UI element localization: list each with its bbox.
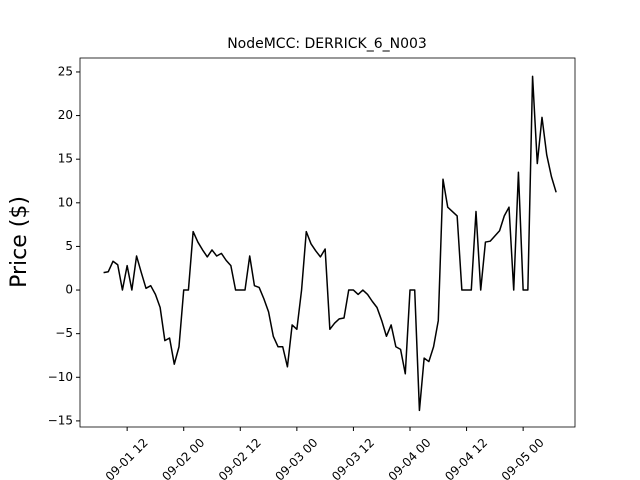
chart-title: NodeMCC: DERRICK_6_N003 — [227, 36, 427, 52]
y-tick-label: 20 — [58, 108, 73, 122]
y-tick-label: 0 — [65, 283, 73, 297]
y-tick-label: 5 — [65, 239, 73, 253]
y-tick-label: −10 — [48, 370, 73, 384]
plot-frame — [79, 57, 576, 428]
y-tick-label: 15 — [58, 152, 73, 166]
y-tick-label: 25 — [58, 64, 73, 78]
line — [103, 75, 557, 412]
y-tick-label: 10 — [58, 195, 73, 209]
y-axis-label: Price ($) — [7, 196, 32, 288]
y-tick-label: −5 — [55, 326, 73, 340]
y-tick-label: −15 — [48, 413, 73, 427]
